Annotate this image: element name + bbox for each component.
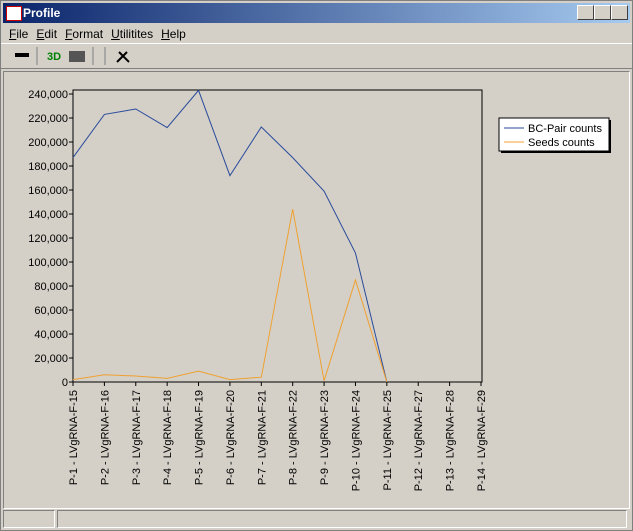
y-tick-label: 40,000 (34, 329, 68, 341)
close-button[interactable] (611, 5, 628, 20)
x-tick-label: P-5 - LVgRNA-F-19 (194, 390, 206, 485)
toolbar-icons: 3D (15, 47, 130, 65)
x-tick-label: P-4 - LVgRNA-F-18 (162, 390, 174, 485)
series-line (72, 209, 388, 383)
y-tick-label: 220,000 (28, 113, 68, 125)
x-tick-label: P-9 - LVgRNA-F-23 (319, 390, 331, 485)
x-tick-label: P-14 - LVgRNA-F-29 (476, 390, 488, 491)
title-bar: Profile (3, 3, 630, 23)
status-bar (3, 510, 628, 528)
y-tick-label: 200,000 (28, 137, 68, 149)
pin-button[interactable] (15, 53, 29, 57)
camera-button[interactable] (69, 51, 85, 62)
y-tick-label: 100,000 (28, 257, 68, 269)
x-tick-label: P-3 - LVgRNA-F-17 (131, 390, 143, 485)
toolbar: 3D (1, 43, 632, 69)
x-tick-label: P-13 - LVgRNA-F-28 (445, 390, 457, 491)
menu-bar: File Edit Format Utilitites Help (1, 25, 632, 43)
menu-item[interactable]: Help (161, 27, 186, 41)
y-tick-label: 0 (62, 377, 68, 389)
y-tick-label: 240,000 (28, 89, 68, 101)
plot-frame (72, 89, 483, 383)
3d-button[interactable]: 3D (47, 51, 61, 63)
app-icon (6, 6, 22, 21)
maximize-button[interactable] (594, 5, 611, 20)
series-line (72, 89, 388, 383)
y-tick-label: 140,000 (28, 209, 68, 221)
x-tick-label: P-2 - LVgRNA-F-16 (99, 390, 111, 485)
menu-item[interactable]: Edit (36, 27, 58, 41)
x-tick-label: P-10 - LVgRNA-F-24 (350, 390, 362, 491)
legend-label: BC-Pair counts (528, 123, 602, 135)
x-tick-label: P-8 - LVgRNA-F-22 (288, 390, 300, 485)
menu-item[interactable]: Format (65, 27, 104, 41)
x-tick-label: P-12 - LVgRNA-F-27 (413, 390, 425, 491)
chart-pane: 0 20,000 40,000 60,000 80,000 100,000 120,000 1… (3, 71, 630, 509)
legend (498, 117, 610, 152)
y-tick-label: 180,000 (28, 161, 68, 173)
window-title: Profile (23, 6, 61, 20)
menu-item[interactable]: File (9, 27, 29, 41)
chart: 0 20,000 40,000 60,000 80,000 100,000 120,000 1… (28, 89, 611, 491)
legend-label: Seeds counts (528, 137, 595, 149)
tools-button[interactable] (116, 51, 130, 63)
minimize-button[interactable] (577, 5, 594, 20)
x-tick-label: P-7 - LVgRNA-F-21 (256, 390, 268, 485)
y-tick-label: 120,000 (28, 233, 68, 245)
y-tick-label: 20,000 (34, 353, 68, 365)
y-tick-label: 60,000 (34, 305, 68, 317)
y-tick-label: 160,000 (28, 185, 68, 197)
x-tick-label: P-1 - LVgRNA-F-15 (68, 390, 80, 485)
y-tick-label: 80,000 (34, 281, 68, 293)
x-tick-label: P-6 - LVgRNA-F-20 (225, 390, 237, 485)
menu-item[interactable]: Utilitites (111, 27, 154, 41)
x-tick-label: P-11 - LVgRNA-F-25 (382, 390, 394, 490)
